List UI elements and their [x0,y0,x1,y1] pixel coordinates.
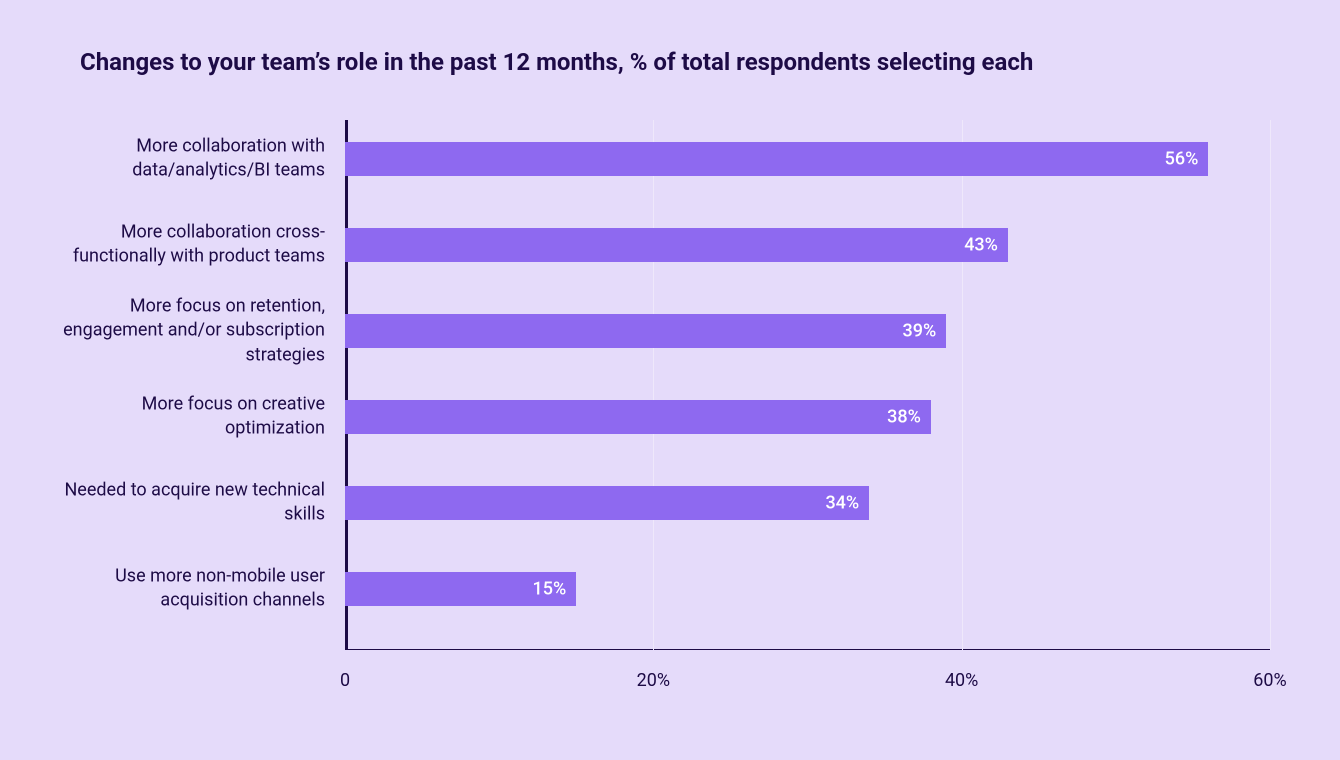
bar: 34% [345,486,869,520]
x-tick-label: 0 [340,670,350,691]
bar-value: 34% [825,493,859,514]
y-axis-label: More collaboration with data/analytics/B… [60,135,325,184]
bar-value: 39% [903,321,937,342]
x-gridline [653,120,654,650]
bar-value: 15% [533,579,567,600]
x-axis-line [345,649,1270,650]
y-axis-label: More focus on creative optimization [60,393,325,442]
bar: 38% [345,400,931,434]
x-tick-label: 40% [945,670,978,691]
x-gridline [962,120,963,650]
y-axis-label: Use more non-mobile user acquisition cha… [60,565,325,614]
chart-title: Changes to your team’s role in the past … [80,48,1033,76]
bar-value: 43% [964,235,998,256]
bar-value: 38% [887,407,921,428]
bar: 56% [345,142,1208,176]
bar-value: 56% [1165,149,1199,170]
x-gridline [1270,120,1271,650]
chart-canvas: Changes to your team’s role in the past … [0,0,1340,760]
y-axis-label: Needed to acquire new technical skills [60,479,325,528]
bar: 39% [345,314,946,348]
plot-area: 56% 43% 39% 38% 34% 15% [345,120,1270,650]
bar: 43% [345,228,1008,262]
y-axis-label: More focus on retention, engagement and/… [60,295,325,368]
x-tick-label: 60% [1253,670,1286,691]
y-axis-label: More collaboration cross-functionally wi… [60,221,325,270]
y-axis-line [345,120,348,650]
bar: 15% [345,572,576,606]
x-tick-label: 20% [637,670,670,691]
